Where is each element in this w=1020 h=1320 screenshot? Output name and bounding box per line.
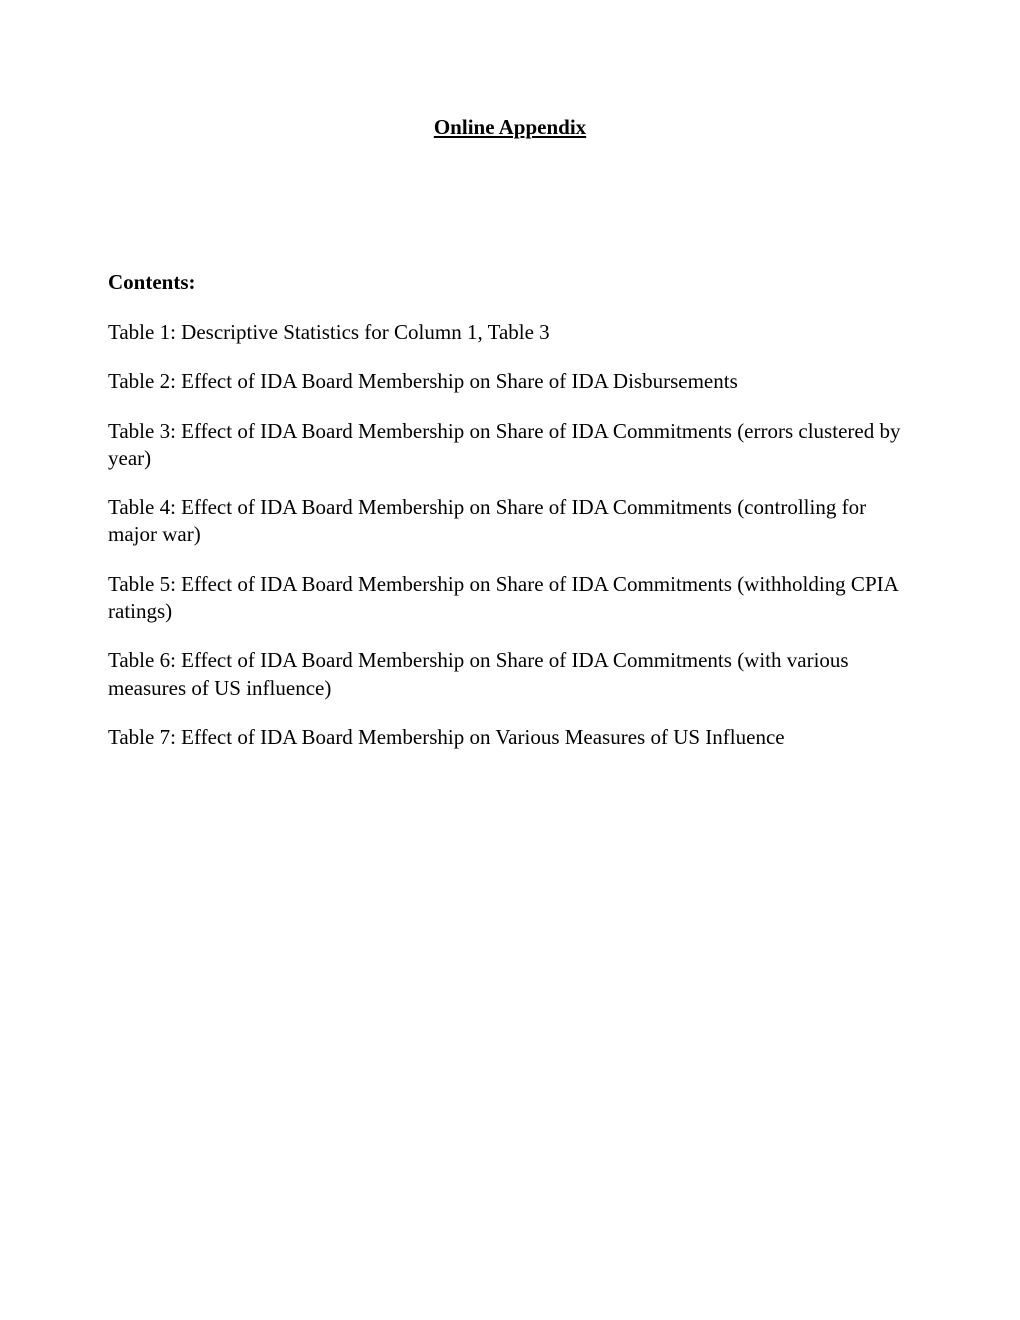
page-title: Online Appendix bbox=[108, 115, 912, 140]
toc-entry: Table 5: Effect of IDA Board Membership … bbox=[108, 571, 912, 626]
toc-entry: Table 1: Descriptive Statistics for Colu… bbox=[108, 319, 912, 346]
toc-entry: Table 3: Effect of IDA Board Membership … bbox=[108, 418, 912, 473]
toc-entry: Table 7: Effect of IDA Board Membership … bbox=[108, 724, 912, 751]
toc-entry: Table 4: Effect of IDA Board Membership … bbox=[108, 494, 912, 549]
toc-entry: Table 2: Effect of IDA Board Membership … bbox=[108, 368, 912, 395]
contents-heading: Contents: bbox=[108, 270, 912, 295]
toc-entry: Table 6: Effect of IDA Board Membership … bbox=[108, 647, 912, 702]
